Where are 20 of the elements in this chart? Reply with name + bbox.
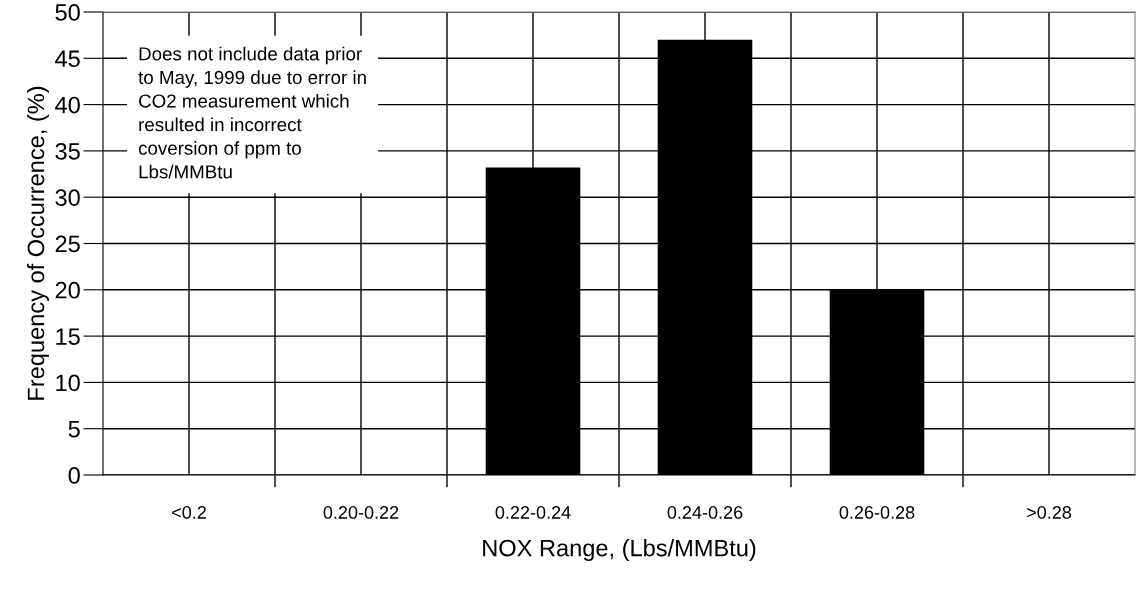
- y-tick-label: 5: [68, 421, 80, 438]
- x-axis-title: NOX Range, (Lbs/MMBtu): [483, 539, 756, 562]
- y-tick-label: 45: [55, 50, 80, 68]
- y-tick-label: 25: [55, 235, 80, 253]
- x-tick-label: <0.2: [172, 506, 206, 519]
- x-tick-label: 0.22-0.24: [495, 506, 571, 519]
- y-tick-label: 15: [56, 328, 80, 345]
- y-tick-label: 20: [55, 281, 80, 299]
- y-tick-label: 30: [55, 189, 80, 206]
- y-tick-label: 40: [55, 96, 80, 114]
- x-tick-label: 0.20-0.22: [323, 506, 399, 519]
- y-tick-label: 10: [56, 374, 80, 392]
- y-tick-label: 35: [55, 142, 80, 160]
- x-tick-label: >0.28: [1027, 506, 1072, 519]
- y-axis-title: Frequency of Occurrence, (%): [26, 86, 49, 400]
- annotation: Does not include data prior to May, 1999 due to error in CO2 measurement which resulted in incorrect coversion of ppm to Lbs/MMBtu: [138, 46, 366, 179]
- x-tick-label: 0.26-0.28: [839, 506, 915, 519]
- y-tick-label: 0: [68, 467, 80, 484]
- x-tick-label: 0.24-0.26: [667, 506, 743, 519]
- y-tick-label: 50: [55, 4, 80, 21]
